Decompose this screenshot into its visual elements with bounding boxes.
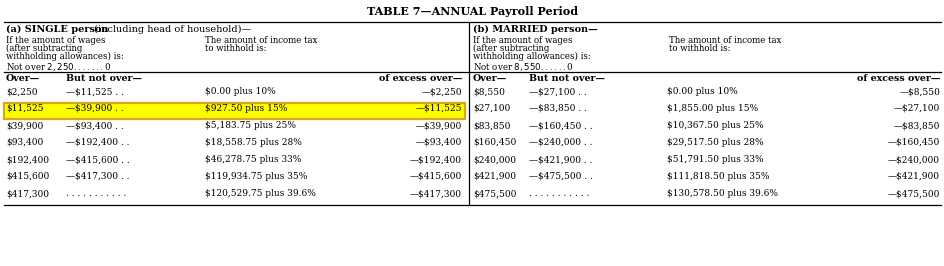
Text: withholding allowances) is:: withholding allowances) is:	[6, 52, 124, 61]
Text: Over—: Over—	[6, 74, 41, 83]
Text: $11,525: $11,525	[6, 104, 43, 113]
Text: $2,250: $2,250	[6, 87, 38, 96]
Text: $93,400: $93,400	[6, 138, 43, 147]
Text: $475,500: $475,500	[473, 189, 515, 198]
Text: (after subtracting: (after subtracting	[6, 44, 82, 53]
Text: But not over—: But not over—	[66, 74, 142, 83]
Text: If the amount of wages: If the amount of wages	[6, 36, 106, 45]
Text: —$83,850 . .: —$83,850 . .	[529, 104, 586, 113]
Text: $46,278.75 plus 33%: $46,278.75 plus 33%	[205, 155, 301, 164]
Text: —$417,300: —$417,300	[410, 189, 462, 198]
Text: (a) SINGLE person: (a) SINGLE person	[6, 25, 109, 34]
Text: $8,550: $8,550	[473, 87, 504, 96]
Text: —$192,400: —$192,400	[410, 155, 462, 164]
Text: of excess over—: of excess over—	[379, 74, 462, 83]
Text: —$39,900 . .: —$39,900 . .	[66, 104, 124, 113]
Text: $240,000: $240,000	[473, 155, 515, 164]
Text: $421,900: $421,900	[473, 172, 515, 181]
Text: Not over $2,250 . . . . . . .    $0: Not over $2,250 . . . . . . . $0	[6, 61, 111, 73]
Text: —$39,900: —$39,900	[415, 121, 462, 130]
Text: —$240,000: —$240,000	[887, 155, 939, 164]
Text: $0.00 plus 10%: $0.00 plus 10%	[205, 87, 276, 96]
Text: (including head of household)—: (including head of household)—	[91, 25, 251, 34]
Text: to withhold is:: to withhold is:	[205, 44, 266, 53]
Text: (after subtracting: (after subtracting	[473, 44, 548, 53]
Text: —$475,500: —$475,500	[886, 189, 939, 198]
Text: —$160,450: —$160,450	[886, 138, 939, 147]
Text: $5,183.75 plus 25%: $5,183.75 plus 25%	[205, 121, 295, 130]
Text: —$421,900 . .: —$421,900 . .	[529, 155, 592, 164]
Text: —$11,525 . .: —$11,525 . .	[66, 87, 124, 96]
Text: —$8,550: —$8,550	[898, 87, 939, 96]
Text: $0.00 plus 10%: $0.00 plus 10%	[666, 87, 737, 96]
Text: —$475,500 . .: —$475,500 . .	[529, 172, 592, 181]
Text: —$83,850: —$83,850	[893, 121, 939, 130]
Text: $18,558.75 plus 28%: $18,558.75 plus 28%	[205, 138, 301, 147]
Text: Not over $8,550 . . . . . .    $0: Not over $8,550 . . . . . . $0	[473, 61, 573, 73]
Text: $29,517.50 plus 28%: $29,517.50 plus 28%	[666, 138, 763, 147]
Text: $160,450: $160,450	[473, 138, 515, 147]
Text: But not over—: But not over—	[529, 74, 604, 83]
Text: If the amount of wages: If the amount of wages	[473, 36, 572, 45]
Text: . . . . . . . . . . .: . . . . . . . . . . .	[66, 189, 126, 198]
Text: —$415,600: —$415,600	[410, 172, 462, 181]
Text: $120,529.75 plus 39.6%: $120,529.75 plus 39.6%	[205, 189, 315, 198]
Text: —$160,450 . .: —$160,450 . .	[529, 121, 592, 130]
Text: $119,934.75 plus 35%: $119,934.75 plus 35%	[205, 172, 307, 181]
Text: —$27,100: —$27,100	[893, 104, 939, 113]
Text: —$93,400: —$93,400	[415, 138, 462, 147]
Text: $130,578.50 plus 39.6%: $130,578.50 plus 39.6%	[666, 189, 777, 198]
Text: $51,791.50 plus 33%: $51,791.50 plus 33%	[666, 155, 763, 164]
Text: —$421,900: —$421,900	[887, 172, 939, 181]
Text: $1,855.00 plus 15%: $1,855.00 plus 15%	[666, 104, 757, 113]
Text: —$27,100 . .: —$27,100 . .	[529, 87, 586, 96]
Text: Over—: Over—	[473, 74, 507, 83]
Text: $39,900: $39,900	[6, 121, 43, 130]
Bar	[4, 103, 464, 119]
Text: $927.50 plus 15%: $927.50 plus 15%	[205, 104, 287, 113]
Text: —$192,400 . .: —$192,400 . .	[66, 138, 129, 147]
Text: $111,818.50 plus 35%: $111,818.50 plus 35%	[666, 172, 768, 181]
Text: —$2,250: —$2,250	[421, 87, 462, 96]
Text: $27,100: $27,100	[473, 104, 510, 113]
Text: —$417,300 . .: —$417,300 . .	[66, 172, 129, 181]
Text: TABLE 7—ANNUAL Payroll Period: TABLE 7—ANNUAL Payroll Period	[366, 6, 578, 17]
Text: $83,850: $83,850	[473, 121, 510, 130]
Text: $415,600: $415,600	[6, 172, 49, 181]
Text: $192,400: $192,400	[6, 155, 49, 164]
Text: The amount of income tax: The amount of income tax	[668, 36, 781, 45]
Text: (b) MARRIED person—: (b) MARRIED person—	[473, 25, 598, 34]
Text: of excess over—: of excess over—	[855, 74, 939, 83]
Text: —$415,600 . .: —$415,600 . .	[66, 155, 129, 164]
Text: —$93,400 . .: —$93,400 . .	[66, 121, 124, 130]
Text: —$240,000 . .: —$240,000 . .	[529, 138, 592, 147]
Text: to withhold is:: to withhold is:	[668, 44, 730, 53]
Text: —$11,525: —$11,525	[415, 104, 462, 113]
Text: The amount of income tax: The amount of income tax	[205, 36, 317, 45]
Text: $417,300: $417,300	[6, 189, 49, 198]
Text: . . . . . . . . . . .: . . . . . . . . . . .	[529, 189, 589, 198]
Text: withholding allowances) is:: withholding allowances) is:	[473, 52, 590, 61]
Text: $10,367.50 plus 25%: $10,367.50 plus 25%	[666, 121, 763, 130]
